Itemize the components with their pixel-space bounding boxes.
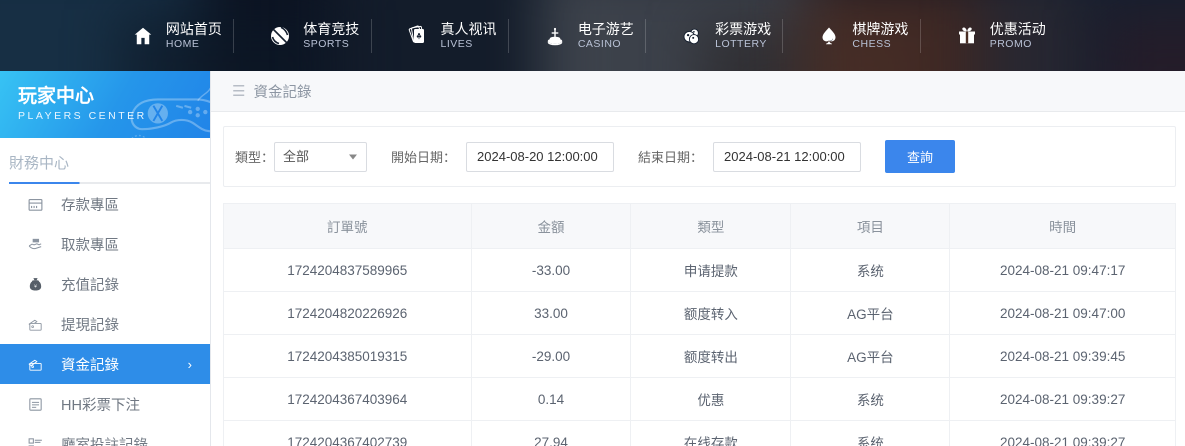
svg-text:¥: ¥ (34, 283, 37, 289)
